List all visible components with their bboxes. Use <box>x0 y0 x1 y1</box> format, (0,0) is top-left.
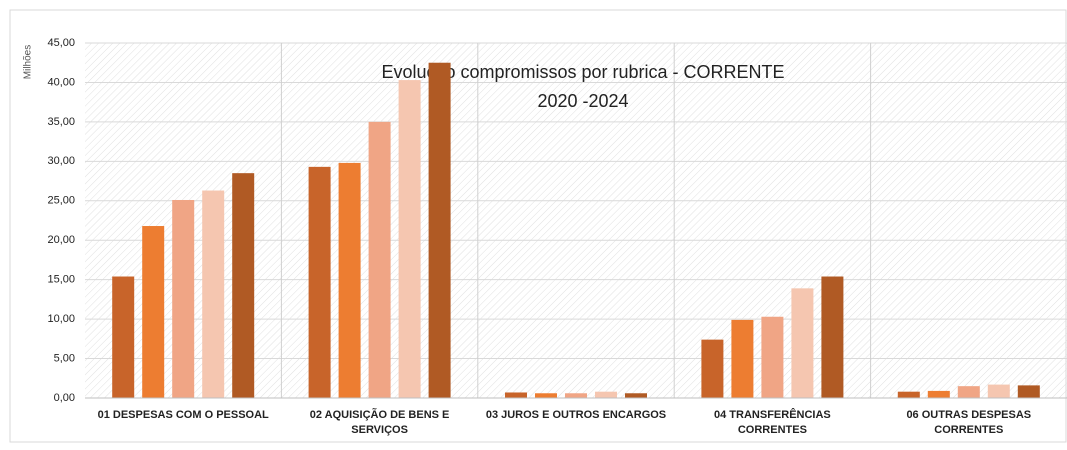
bar <box>202 190 225 398</box>
bar <box>428 62 451 398</box>
bar <box>791 288 814 398</box>
bar <box>1017 385 1040 398</box>
x-tick-label: 02 AQUISIÇÃO DE BENS E SERVIÇOS <box>309 409 450 436</box>
bar <box>927 390 950 398</box>
y-tick-label: 35,00 <box>47 116 75 128</box>
chart-title: Evolução compromissos por rubrica - CORR… <box>381 62 784 82</box>
bar <box>761 316 784 398</box>
bar <box>821 276 844 398</box>
y-tick-label: 40,00 <box>47 76 75 88</box>
y-tick-label: 20,00 <box>47 234 75 246</box>
bar <box>731 319 754 398</box>
bar <box>565 393 587 398</box>
bar <box>595 391 617 398</box>
y-tick-label: 45,00 <box>47 37 75 49</box>
bar <box>308 166 331 398</box>
bar <box>987 384 1010 398</box>
bar <box>957 386 980 398</box>
y-tick-label: 15,00 <box>47 274 75 286</box>
y-tick-label: 5,00 <box>54 352 75 364</box>
x-tick-label: 06 OUTRAS DESPESAS CORRENTES <box>906 409 1032 436</box>
bar <box>112 276 135 398</box>
bar <box>701 339 724 398</box>
y-tick-label: 30,00 <box>47 155 75 167</box>
bar <box>897 391 920 398</box>
x-tick-label: 01 DESPESAS COM O PESSOAL <box>97 409 269 421</box>
bar <box>232 173 255 398</box>
bar <box>398 80 421 399</box>
bar <box>338 162 361 398</box>
bar <box>625 393 647 398</box>
x-tick-label: 03 JUROS E OUTROS ENCARGOS <box>485 409 667 421</box>
y-axis-label: Milhões <box>23 45 34 79</box>
y-tick-label: 25,00 <box>47 195 75 207</box>
x-tick-label: 04 TRANSFERÊNCIAS CORRENTES <box>714 409 831 436</box>
bar <box>172 199 195 398</box>
chart-subtitle: 2020 -2024 <box>537 91 628 111</box>
bar <box>142 226 165 398</box>
y-tick-label: 10,00 <box>47 313 75 325</box>
bar <box>535 393 557 398</box>
bar <box>505 392 527 398</box>
bar <box>368 121 391 398</box>
y-tick-label: 0,00 <box>54 392 75 404</box>
